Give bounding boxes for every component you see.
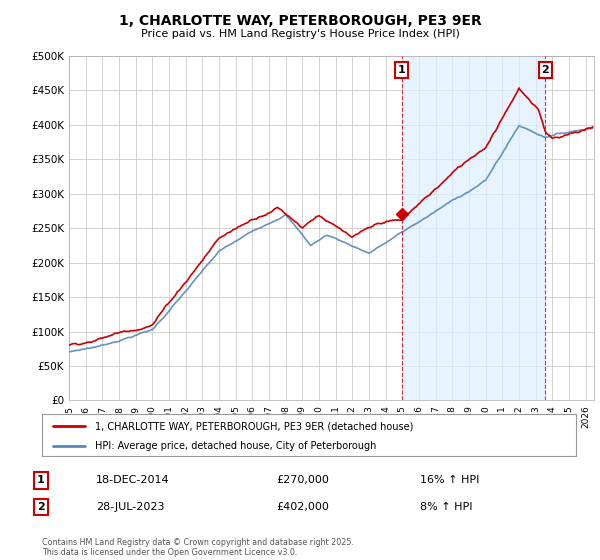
Text: 18-DEC-2014: 18-DEC-2014: [96, 475, 170, 486]
Bar: [401, 56, 545, 400]
Text: Price paid vs. HM Land Registry's House Price Index (HPI): Price paid vs. HM Land Registry's House …: [140, 29, 460, 39]
Text: 1, CHARLOTTE WAY, PETERBOROUGH, PE3 9ER: 1, CHARLOTTE WAY, PETERBOROUGH, PE3 9ER: [119, 14, 481, 28]
Text: 1: 1: [37, 475, 44, 486]
Text: £270,000: £270,000: [276, 475, 329, 486]
Text: HPI: Average price, detached house, City of Peterborough: HPI: Average price, detached house, City…: [95, 441, 377, 451]
Text: 1: 1: [398, 65, 406, 75]
Text: 2: 2: [37, 502, 44, 512]
Text: 1, CHARLOTTE WAY, PETERBOROUGH, PE3 9ER (detached house): 1, CHARLOTTE WAY, PETERBOROUGH, PE3 9ER …: [95, 421, 414, 431]
Text: £402,000: £402,000: [276, 502, 329, 512]
Text: Contains HM Land Registry data © Crown copyright and database right 2025.
This d: Contains HM Land Registry data © Crown c…: [42, 538, 354, 557]
Text: 16% ↑ HPI: 16% ↑ HPI: [420, 475, 479, 486]
Text: 8% ↑ HPI: 8% ↑ HPI: [420, 502, 473, 512]
Text: 28-JUL-2023: 28-JUL-2023: [96, 502, 164, 512]
Text: 2: 2: [541, 65, 549, 75]
